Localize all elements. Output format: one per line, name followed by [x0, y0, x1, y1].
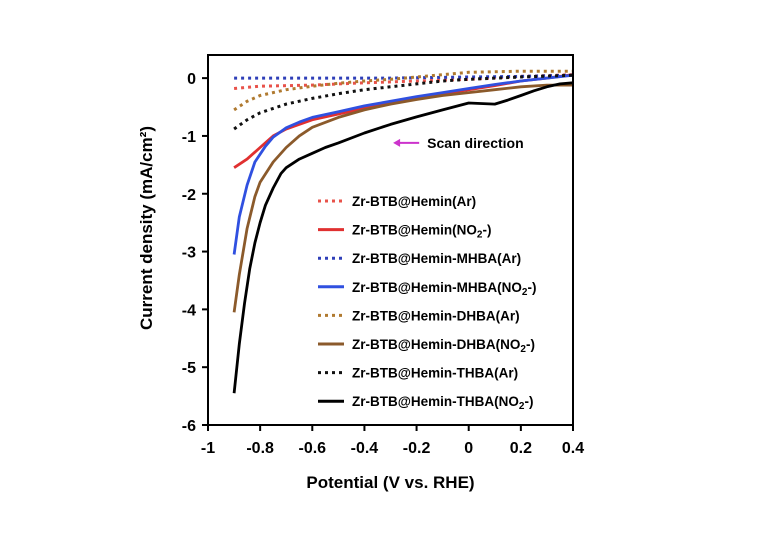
y-tick-label: -5	[182, 360, 196, 377]
series-layer	[232, 69, 573, 394]
x-tick-label: 0.4	[562, 440, 584, 457]
legend: Zr-BTB@Hemin(Ar) Zr-BTB@Hemin(NO2-) Zr-BTB…	[318, 194, 536, 412]
x-tick-label: -1	[201, 440, 215, 457]
legend-item-5: Zr-BTB@Hemin-DHBA(Ar)	[318, 308, 520, 323]
y-tick-label: 0	[187, 71, 196, 88]
x-tick-label: -0.8	[246, 440, 274, 457]
series-line-6	[232, 83, 573, 313]
x-tick-label: -0.2	[403, 440, 431, 457]
x-tick-label: -0.4	[351, 440, 379, 457]
x-tick-label: -0.6	[298, 440, 326, 457]
y-axis-title: Current density (mA/cm²)	[137, 126, 156, 330]
x-tick-label: 0.2	[510, 440, 532, 457]
legend-label: Zr-BTB@Hemin(Ar)	[352, 194, 476, 209]
series-line-7	[233, 73, 573, 131]
series-line-8	[232, 81, 573, 394]
legend-label: Zr-BTB@Hemin-MHBA(Ar)	[352, 251, 521, 266]
legend-label: Zr-BTB@Hemin-MHBA(NO2-)	[352, 280, 536, 298]
legend-item-6: Zr-BTB@Hemin-DHBA(NO2-)	[318, 337, 535, 355]
y-tick-label: -6	[182, 418, 196, 435]
legend-label: Zr-BTB@Hemin-THBA(NO2-)	[352, 394, 533, 412]
y-tick-label: -1	[182, 129, 196, 146]
series-line-4	[232, 73, 573, 255]
axis-ticks: -1 -0.8 -0.6 -0.4 -0.2 0 0.2 0.4 0 -1 -2 -3 -4 -5 -6	[182, 71, 584, 457]
scan-direction-label: Scan direction	[427, 135, 523, 151]
legend-item-7: Zr-BTB@Hemin-THBA(Ar)	[318, 366, 518, 381]
legend-label: Zr-BTB@Hemin(NO2-)	[352, 223, 491, 241]
series-line-1	[233, 73, 573, 90]
y-tick-label: -3	[182, 245, 196, 262]
legend-item-8: Zr-BTB@Hemin-THBA(NO2-)	[318, 394, 533, 412]
legend-item-2: Zr-BTB@Hemin(NO2-)	[318, 223, 491, 241]
legend-item-1: Zr-BTB@Hemin(Ar)	[318, 194, 476, 209]
y-tick-label: -2	[182, 187, 196, 204]
legend-item-3: Zr-BTB@Hemin-MHBA(Ar)	[318, 251, 521, 266]
y-tick-label: -4	[182, 302, 196, 319]
series-line-5	[233, 69, 573, 112]
x-tick-label: 0	[464, 440, 473, 457]
legend-label: Zr-BTB@Hemin-THBA(Ar)	[352, 366, 518, 381]
x-axis-title: Potential (V vs. RHE)	[306, 473, 474, 492]
legend-label: Zr-BTB@Hemin-DHBA(Ar)	[352, 308, 520, 323]
scan-direction-annotation: Scan direction	[393, 135, 524, 151]
legend-label: Zr-BTB@Hemin-DHBA(NO2-)	[352, 337, 535, 355]
legend-item-4: Zr-BTB@Hemin-MHBA(NO2-)	[318, 280, 536, 298]
scan-direction-arrowhead-icon	[393, 138, 401, 147]
plot-area-frame	[207, 54, 574, 426]
